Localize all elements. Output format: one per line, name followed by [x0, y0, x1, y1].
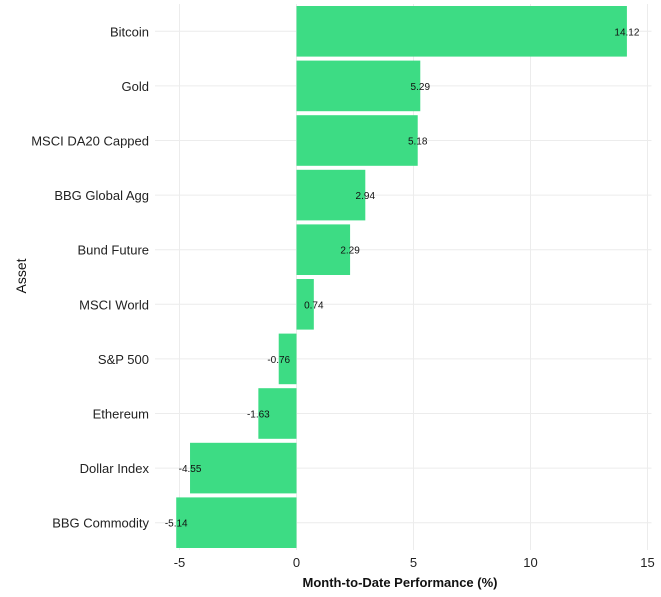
bar: [278, 333, 297, 385]
bar: [176, 497, 297, 548]
category-label: BBG Commodity: [52, 516, 149, 531]
bar: [296, 279, 314, 330]
value-label: 5.18: [408, 137, 428, 148]
value-labels: 14.12 5.29 5.18 2.94 2.29 0.74 -0.76 -1.63 -4.55…: [165, 27, 640, 529]
bar: [190, 442, 297, 494]
value-label: 14.12: [614, 27, 639, 38]
bar: [258, 388, 297, 439]
value-label: 2.94: [356, 191, 376, 202]
category-label: Bund Future: [77, 243, 149, 258]
category-label: Bitcoin: [110, 24, 149, 39]
x-tick-label: 10: [523, 555, 537, 570]
value-label: -0.76: [267, 355, 290, 366]
x-tick-label: 15: [640, 555, 654, 570]
value-label: 5.29: [411, 82, 431, 93]
category-label: BBG Global Agg: [54, 188, 149, 203]
category-label: MSCI DA20 Capped: [31, 134, 149, 149]
x-tick-label: -5: [174, 555, 186, 570]
bar: [296, 60, 421, 112]
category-label: MSCI World: [79, 297, 149, 312]
bars: [176, 6, 627, 548]
category-label: Dollar Index: [80, 461, 150, 476]
category-labels: Bitcoin Gold MSCI DA20 Capped BBG Global Ag…: [31, 24, 149, 530]
x-tick-labels: -5 0 5 10 15: [174, 555, 655, 570]
x-axis-title: Month-to-Date Performance (%): [302, 575, 497, 590]
value-label: 2.29: [340, 246, 360, 257]
bar: [296, 169, 366, 221]
bar: [296, 6, 627, 57]
category-label: S&P 500: [98, 352, 149, 367]
y-axis-title: Asset: [13, 258, 29, 293]
x-tick-label: 5: [410, 555, 417, 570]
x-tick-label: 0: [293, 555, 300, 570]
value-label: -4.55: [179, 464, 202, 475]
category-label: Ethereum: [93, 407, 149, 422]
category-label: Gold: [122, 79, 149, 94]
bar: [296, 115, 418, 166]
value-label: -1.63: [247, 410, 270, 421]
value-label: 0.74: [304, 300, 324, 311]
value-label: -5.14: [165, 519, 188, 530]
bar: [296, 224, 351, 275]
